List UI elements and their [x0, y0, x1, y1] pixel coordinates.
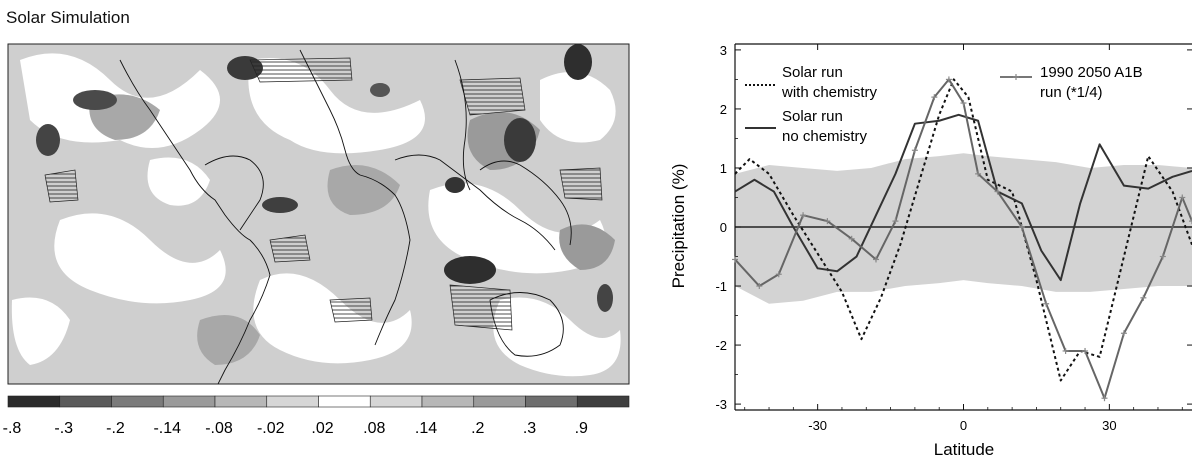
colorbar: -.8 -.3 -.2 -.14 -.08 -.02 .02 .08 .14 .2 .3 .9 — [3, 395, 630, 437]
y-tick-label: 2 — [720, 102, 727, 117]
legend-label: run (*1/4) — [1040, 84, 1103, 101]
legend-label: with chemistry — [781, 84, 878, 101]
colorbar-label: .9 — [575, 420, 588, 437]
precipitation-map: -.8 -.3 -.2 -.14 -.08 -.02 .02 .08 .14 .2 .3 .9 — [3, 43, 630, 437]
colorbar-label: -.14 — [153, 420, 181, 437]
x-tick-label: 0 — [960, 418, 967, 433]
colorbar-label: .08 — [363, 420, 385, 437]
y-tick-label: -3 — [715, 397, 727, 412]
y-tick-label: -1 — [715, 279, 727, 294]
y-axis-label: Precipitation (%) — [669, 164, 688, 289]
colorbar-label: .3 — [523, 420, 536, 437]
y-tick-label: -2 — [715, 338, 727, 353]
legend-label: Solar run — [782, 64, 843, 81]
colorbar-label: .14 — [415, 420, 437, 437]
colorbar-label: -.08 — [205, 420, 233, 437]
series-line-3 — [734, 78, 1192, 400]
series-line-1 — [734, 78, 1192, 382]
series-line-2 — [734, 113, 1192, 282]
map-title: Solar Simulation — [6, 8, 130, 27]
legend-label: Solar run — [782, 108, 843, 125]
colorbar-label: -.8 — [3, 420, 22, 437]
variability-band — [735, 153, 1192, 304]
x-tick-label: 30 — [1102, 418, 1116, 433]
colorbar-label: -.2 — [106, 420, 125, 437]
colorbar-label: -.02 — [257, 420, 285, 437]
map-field — [8, 44, 629, 384]
y-tick-label: 1 — [720, 161, 727, 176]
y-tick-label: 0 — [720, 220, 727, 235]
colorbar-label: -.3 — [54, 420, 73, 437]
legend-label: no chemistry — [782, 128, 868, 145]
x-tick-label: -30 — [808, 418, 827, 433]
colorbar-label: .02 — [311, 420, 333, 437]
colorbar-label: .2 — [471, 420, 484, 437]
legend-label: 1990 2050 A1B — [1040, 64, 1143, 81]
y-tick-label: 3 — [720, 43, 727, 58]
colorbar-swatch — [576, 395, 630, 408]
x-axis-label: Latitude — [934, 440, 995, 459]
